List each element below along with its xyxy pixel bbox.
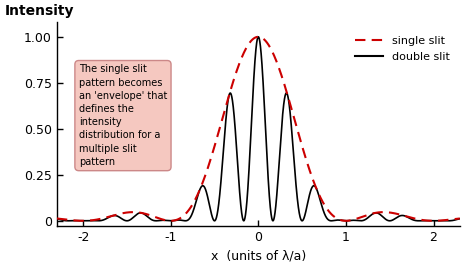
Text: Intensity: Intensity (5, 4, 74, 18)
Legend: single slit, double slit: single slit, double slit (351, 32, 454, 66)
X-axis label: x  (units of λ/a): x (units of λ/a) (211, 250, 306, 263)
Text: The single slit
pattern becomes
an 'envelope' that
defines the
intensity
distrib: The single slit pattern becomes an 'enve… (79, 64, 167, 167)
